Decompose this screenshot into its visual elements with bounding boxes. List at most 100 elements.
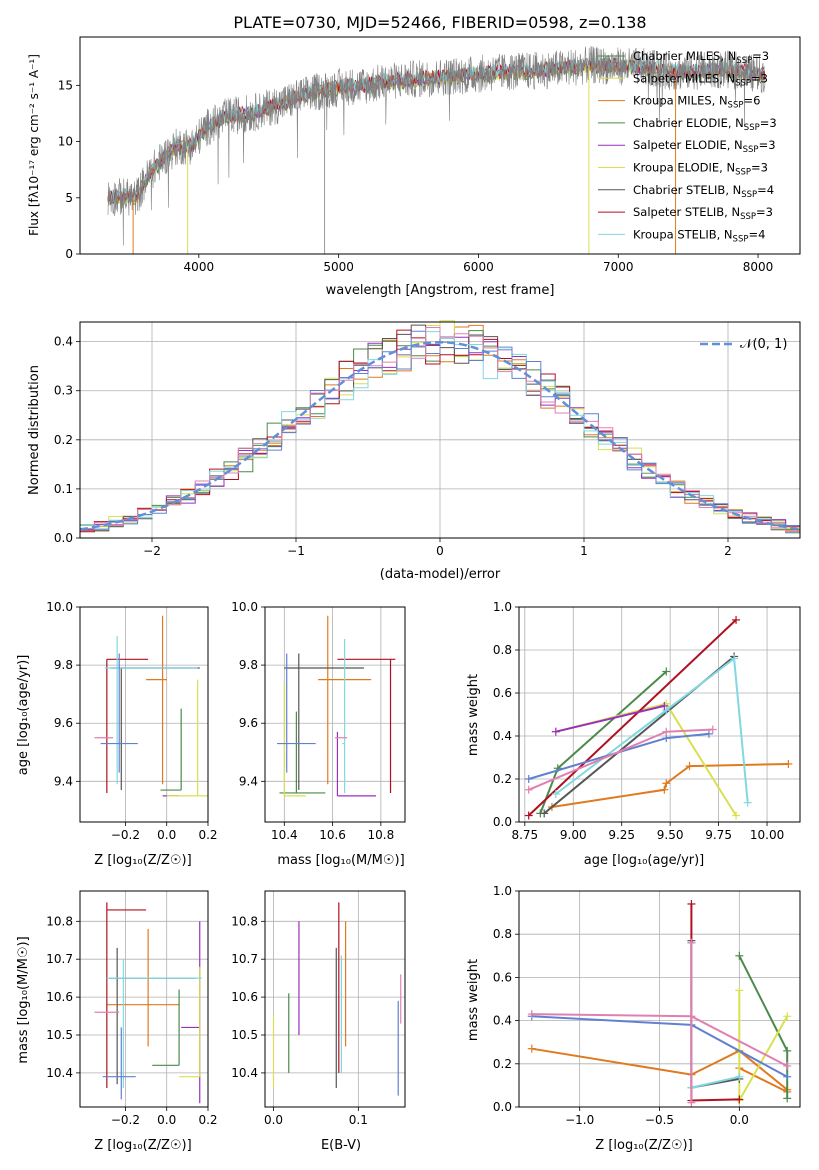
y-tick-label: 0.2 [493,772,512,786]
y-tick-label: 0.6 [493,686,512,700]
residual-histogram [80,329,800,533]
y-tick-label: 10.7 [231,952,258,966]
weight-series-line [555,702,737,817]
figure-title: PLATE=0730, MJD=52466, FIBERID=0598, z=0… [233,13,646,32]
y-tick-label: 10.7 [46,952,73,966]
legend-subscript: SSP [744,123,760,133]
x-tick-label: 0.0 [264,1113,283,1127]
x-tick-label: −0.5 [645,1113,674,1127]
weight-series-line [690,940,740,1089]
legend-subscript: SSP [743,145,759,155]
legend-label-tail: =4 [748,227,765,241]
y-tick-label: 9.6 [54,716,73,730]
legend-subscript: SSP [740,212,756,222]
gaussian-curve [79,340,801,531]
legend-label: Chabrier STELIB, NSSP=4 [633,183,774,200]
y-tick-label: 1.0 [493,884,512,898]
weight-vs-age-xlabel: age [log₁₀(age/yr)] [584,853,705,868]
legend-subscript: SSP [735,168,751,178]
x-tick-label: −2 [143,544,161,558]
plot-frame [79,321,801,539]
y-tick-label: 10.0 [231,600,258,614]
residual-histogram [80,320,800,532]
legend-label: Salpeter MILES, NSSP=3 [633,71,768,88]
legend-label: Kroupa STELIB, NSSP=4 [633,227,765,244]
x-tick-label: 0.2 [198,1113,217,1127]
age-vs-Z-panel: −0.2 0.0 0.29.49.69.810.0 Z [log₁₀(Z/Z☉)] … [16,600,218,868]
mass-vs-EBV-plot: 0.0 0.1 10.4 10.5 10.6 10.7 10.8 [231,890,406,1127]
legend-label-tail: =3 [751,161,768,175]
spectrum-plot: 4000 5000 6000 7000 8000 0 5 10 15 Chabrier MILES… [58,36,801,274]
legend-label-tail: =6 [743,94,760,108]
legend-label: Salpeter STELIB, NSSP=3 [633,205,773,222]
weight-series-line [555,656,749,803]
plot-frame [79,36,801,255]
x-tick-label: 0 [436,544,444,558]
plot-frame [79,890,209,1108]
y-tick-label: 10.0 [46,600,73,614]
y-tick-label: 0.3 [54,384,73,398]
weight-vs-age-ylabel: mass weight [466,674,481,756]
plot-frame [518,890,801,1108]
x-tick-label: 4000 [184,260,215,274]
x-tick-label: 8.75 [511,828,538,842]
y-tick-label: 15 [58,78,73,92]
y-tick-label: 9.8 [54,658,73,672]
y-tick-label: 9.4 [239,774,258,788]
residuals-ylabel: Normed distribution [27,365,42,495]
plot-frame [79,606,209,823]
legend-label-tail: =3 [752,49,769,63]
legend-label-tail: =3 [756,205,773,219]
legend-label-tail: =3 [751,71,768,85]
x-tick-label: 9.75 [705,828,732,842]
y-tick-label: 0.2 [493,1057,512,1071]
x-tick-label: 1 [580,544,588,558]
legend-subscript: SSP [735,78,751,88]
y-tick-label: 0 [65,247,73,261]
x-tick-label: 10.00 [750,828,784,842]
weight-vs-Z-xlabel: Z [log₁₀(Z/Z☉)] [595,1138,692,1153]
weight-series-line [528,728,713,791]
weight-vs-Z-panel: −1.0 −0.5 0.0 0.0 0.2 0.4 0.6 0.8 1.0 Z [log₁₀(Z… [466,884,801,1153]
legend-subscript: SSP [741,190,757,200]
y-tick-label: 10 [58,135,73,149]
weight-vs-age-panel: 8.75 9.00 9.25 9.50 9.75 10.00 0.0 0.2 0.4 0.6 0.8… [466,600,801,868]
weight-series-line [555,704,665,733]
mass-vs-Z-plot: −0.2 0.0 0.2 10.4 10.5 10.6 10.7 10.8 [46,890,218,1127]
age-vs-mass-panel: 10.4 10.6 10.8 9.4 9.6 9.8 10.0 mass [log₁₀(M/… [231,600,406,868]
residual-histogram [80,327,800,532]
mass-vs-Z-xlabel: Z [log₁₀(Z/Z☉)] [94,1138,191,1153]
x-tick-label: 6000 [463,260,494,274]
spectrum-xlabel: wavelength [Angstrom, rest frame] [326,283,555,298]
residuals-plot: −2 −1 0 1 2 0.0 0.1 0.2 0.3 0.4 𝒩(0, 1) [54,320,801,558]
residuals-panel: −2 −1 0 1 2 0.0 0.1 0.2 0.3 0.4 𝒩(0, 1) (data-mode… [27,320,801,582]
age-vs-mass-xlabel: mass [log₁₀(M/M☉)] [277,853,404,868]
spectrum-panel: 4000 5000 6000 7000 8000 0 5 10 15 Chabrier MILES… [27,36,801,298]
x-tick-label: 0.0 [730,1113,749,1127]
y-tick-label: 10.6 [231,990,258,1004]
x-tick-label: 0.0 [157,828,176,842]
legend-label: Chabrier ELODIE, NSSP=3 [633,116,777,133]
x-tick-label: 9.25 [608,828,635,842]
weight-vs-Z-ylabel: mass weight [466,959,481,1041]
mass-vs-Z-ylabel: mass [log₁₀(M/M☉)] [16,936,31,1063]
plot-frame [264,890,406,1108]
mass-vs-EBV-xlabel: E(B-V) [321,1138,361,1153]
mass-vs-EBV-panel: 0.0 0.1 10.4 10.5 10.6 10.7 10.8 E(B-V) [231,890,406,1153]
y-tick-label: 0.0 [493,815,512,829]
spectrum-ylabel: Flux [fλ10⁻¹⁷ erg cm⁻² s⁻¹ A⁻¹] [27,54,41,236]
x-tick-label: 2 [724,544,732,558]
observed-spectrum-line [107,46,766,246]
legend-label: 𝒩(0, 1) [740,337,787,352]
weight-series-line [531,1047,788,1091]
y-tick-label: 5 [65,191,73,205]
weight-series-line [528,619,737,817]
y-tick-label: 0.4 [493,729,512,743]
plot-frame [518,606,801,823]
y-tick-label: 10.5 [231,1028,258,1042]
x-tick-label: 10.6 [319,828,346,842]
x-tick-label: 9.00 [560,828,587,842]
age-vs-Z-xlabel: Z [log₁₀(Z/Z☉)] [94,853,191,868]
x-tick-label: −0.2 [111,1113,140,1127]
